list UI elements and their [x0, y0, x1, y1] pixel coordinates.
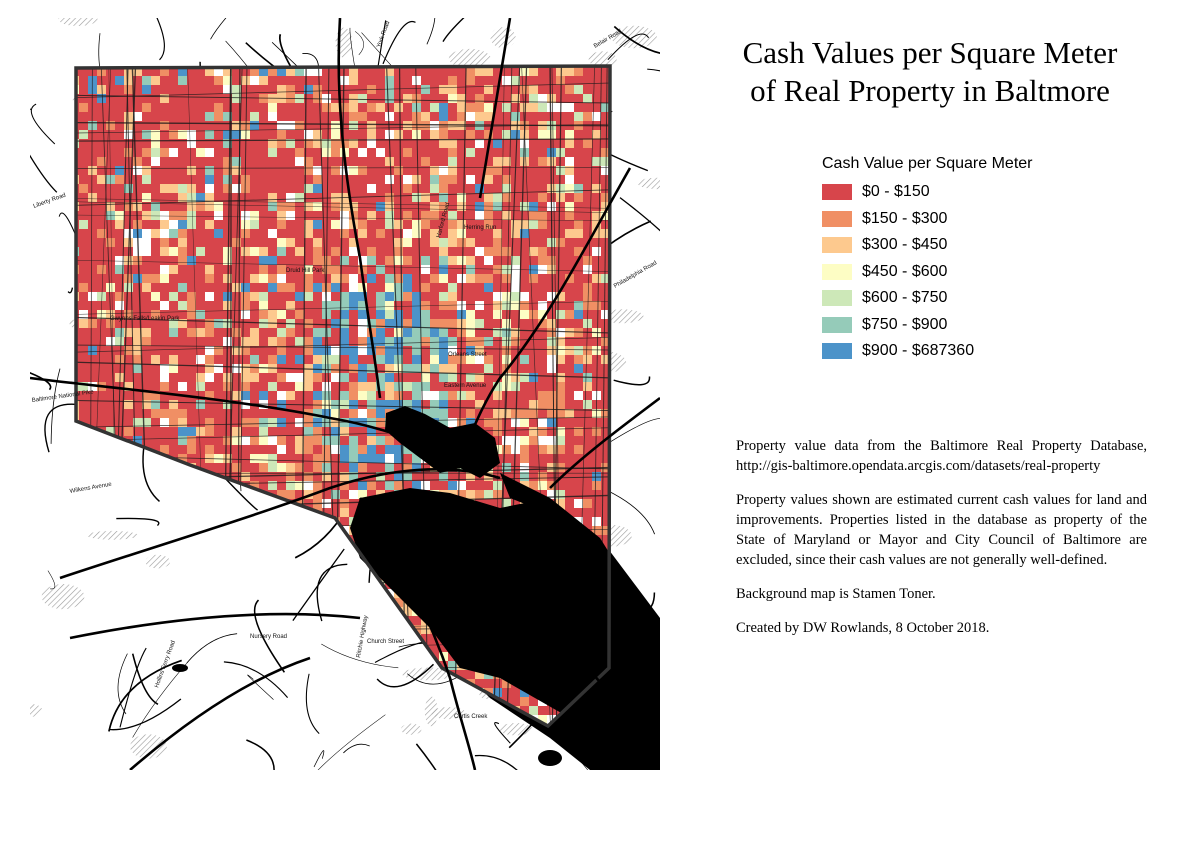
- legend-item: $150 - $300: [822, 206, 1032, 233]
- map-title: Cash Values per Square Meter of Real Pro…: [700, 34, 1160, 110]
- legend-item: $900 - $687360: [822, 338, 1032, 365]
- legend-swatch: [822, 210, 852, 227]
- legend-item: $0 - $150: [822, 179, 1032, 206]
- legend-label: $900 - $687360: [862, 342, 975, 360]
- legend-item: $450 - $600: [822, 259, 1032, 286]
- legend-item: $600 - $750: [822, 285, 1032, 312]
- legend-swatch: [822, 343, 852, 360]
- highways: [30, 18, 660, 770]
- label-herring-run: Herring Run: [464, 225, 496, 231]
- legend-swatch: [822, 263, 852, 280]
- legend-swatch: [822, 290, 852, 307]
- legend-item: $750 - $900: [822, 312, 1032, 339]
- city-boundary: [74, 64, 612, 729]
- legend-label: $450 - $600: [862, 262, 948, 280]
- label-church-street: Church Street: [367, 639, 404, 645]
- property-value-map[interactable]: York Road Liberty Road Druid Hill Park H…: [30, 18, 660, 770]
- label-druid-hill-park: Druid Hill Park: [286, 268, 325, 274]
- legend-label: $150 - $300: [862, 209, 948, 227]
- legend-label: $600 - $750: [862, 289, 948, 307]
- legend-swatch: [822, 316, 852, 333]
- label-gwynns-falls: Gwynns Falls/Leakin Park: [110, 316, 180, 322]
- legend: Cash Value per Square Meter $0 - $150 $1…: [822, 155, 1032, 365]
- title-line-1: Cash Values per Square Meter: [742, 35, 1118, 70]
- legend-label: $0 - $150: [862, 183, 930, 201]
- legend-item: $300 - $450: [822, 232, 1032, 259]
- note-credit: Created by DW Rowlands, 8 October 2018.: [736, 620, 990, 636]
- title-line-2: of Real Property in Baltmore: [750, 73, 1110, 108]
- label-nursery-road: Nursery Road: [250, 634, 287, 640]
- legend-swatch: [822, 184, 852, 201]
- note-basemap: Background map is Stamen Toner.: [736, 586, 936, 602]
- inner-harbor: [350, 406, 625, 718]
- legend-label: $300 - $450: [862, 236, 948, 254]
- label-orleans-street: Orleans Street: [448, 352, 487, 358]
- note-data-source: Property value data from the Baltimore R…: [736, 438, 1147, 474]
- legend-label: $750 - $900: [862, 315, 948, 333]
- legend-title: Cash Value per Square Meter: [822, 155, 1033, 172]
- map-notes: Property value data from the Baltimore R…: [736, 436, 1147, 652]
- label-eastern-avenue: Eastern Avenue: [444, 383, 487, 389]
- legend-swatch: [822, 237, 852, 254]
- note-methodology: Property values shown are estimated curr…: [736, 492, 1147, 568]
- label-curtis-creek: Curtis Creek: [454, 714, 488, 720]
